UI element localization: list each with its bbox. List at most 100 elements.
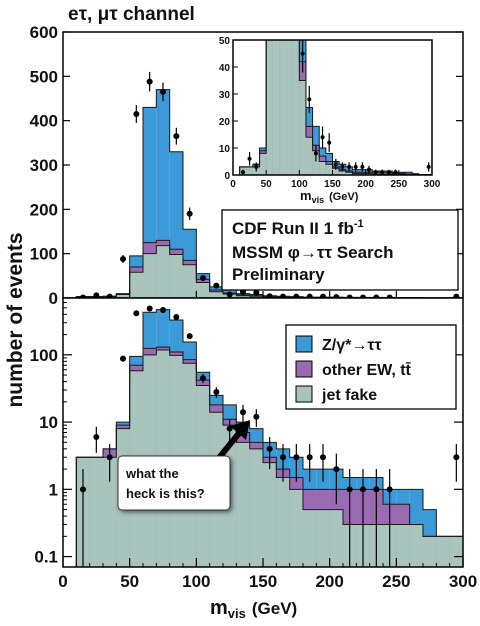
log-data-point: [373, 469, 380, 567]
svg-text:CDF Run II 1 fb-1: CDF Run II 1 fb-1: [232, 218, 364, 238]
inset-y-tick-label: 20: [219, 117, 231, 128]
linear-y-tick-label: 400: [30, 112, 58, 131]
log-x-tick-label: 100: [182, 572, 210, 591]
log-data-point: [93, 426, 100, 453]
legend-swatch-fake: [295, 385, 313, 403]
inset-y-tick-label: 30: [219, 90, 231, 101]
log-x-tick-label: 0: [58, 572, 67, 591]
log-bar-fake: [236, 442, 250, 567]
inset-bar-ztautau: [405, 172, 413, 175]
linear-data-point: [200, 274, 206, 282]
inset-y-tick-label: 50: [219, 36, 231, 47]
log-bar-fake: [303, 509, 317, 567]
inset-bar-fake: [305, 137, 313, 175]
inset-x-axis-label: mvis (GeV): [300, 188, 359, 205]
inset-bar-fake: [339, 170, 346, 175]
linear-data-point: [306, 293, 313, 298]
linear-data-point: [293, 293, 300, 298]
inset-data-point: [373, 169, 378, 175]
log-bar-fake: [449, 536, 463, 567]
inset-y-tick-label: 0: [224, 171, 230, 182]
callout-arrow-head: [230, 420, 250, 440]
log-data-point: [226, 419, 233, 443]
linear-bar-fake: [169, 254, 183, 298]
inset-data-point: [366, 165, 371, 174]
inset-bar-fake: [325, 164, 333, 175]
log-bar-fake: [423, 536, 437, 567]
inset-data-point: [360, 162, 365, 172]
linear-data-point: [106, 293, 113, 298]
log-x-tick-label: 300: [449, 572, 477, 591]
legend: Z/γ*→ττ other EW, tt̄ jet fake: [285, 324, 457, 410]
log-bar-fake: [316, 509, 330, 567]
y-axis-label: number of events: [4, 232, 27, 407]
cdf-line1-sup: -1: [354, 218, 364, 230]
inset-bar-fake: [286, 40, 293, 175]
x-axis-label-sub: vis: [228, 606, 246, 621]
inset-data-point: [386, 169, 391, 175]
legend-label-ew: other EW, tt̄: [322, 361, 412, 379]
log-data-point: [173, 314, 180, 321]
inset-data-point: [247, 152, 252, 166]
callout-box: [117, 455, 231, 511]
linear-bar-fake: [129, 272, 143, 298]
inset-bar-fake: [279, 40, 287, 175]
callout: what the heck is this?: [117, 420, 250, 511]
log-bar-fake: [409, 524, 423, 567]
log-y-tick-label: 100: [30, 346, 58, 365]
inset-bar-fake: [246, 166, 253, 175]
inset-bar-fake: [272, 40, 280, 175]
log-data-point: [280, 444, 286, 482]
inset-data-point: [327, 133, 332, 153]
linear-data-point: [453, 293, 460, 298]
log-data-point: [360, 469, 366, 567]
linear-bar-fake: [236, 295, 250, 298]
log-outline-fake: [75, 349, 463, 567]
inset-data-point: [333, 158, 338, 170]
log-bar-fake: [103, 457, 117, 567]
log-panel: 0.1 1 10 100 0 50 100 150 200 250 300: [30, 297, 477, 591]
log-bar-fake: [89, 457, 103, 567]
cdf-info-box: CDF Run II 1 fb-1 MSSM φ→ττ Search Preli…: [221, 209, 459, 291]
linear-data-point: [120, 254, 126, 263]
inset-x-tick-label: 250: [390, 179, 407, 190]
log-bar-fake: [276, 477, 290, 567]
inset-data-point: [380, 169, 385, 175]
log-outline-ztautau: [75, 309, 463, 567]
log-data-point: [160, 306, 166, 313]
inset-y-tick-label: 10: [219, 144, 231, 155]
callout-line2: heck is this?: [126, 486, 205, 501]
linear-data-point: [186, 207, 193, 220]
inset-data-point: [426, 162, 431, 172]
linear-bar-fake: [249, 296, 263, 298]
log-data-point: [346, 469, 353, 567]
inset-data-point: [393, 169, 398, 175]
log-x-tick-label: 50: [120, 572, 139, 591]
log-y-tick-label: 0.1: [34, 548, 58, 567]
legend-swatch-ew: [295, 360, 313, 378]
inset-data-point: [347, 162, 352, 172]
linear-y-tick-label: 100: [30, 245, 58, 264]
log-data-point: [386, 469, 393, 567]
inset-bar-fake: [259, 153, 267, 175]
inset-bar-fake: [319, 161, 326, 175]
linear-data-point: [280, 293, 286, 298]
linear-y-tick-label: 500: [30, 67, 58, 86]
log-data-point: [133, 310, 140, 317]
inset-data-point: [254, 162, 259, 172]
inset-outline-fake: [239, 40, 432, 175]
linear-data-point: [173, 127, 180, 145]
linear-data-point: [146, 71, 153, 92]
inset-bar-fake: [299, 80, 306, 175]
inset-x-tick-label: 100: [291, 179, 308, 190]
log-data-point: [146, 305, 153, 312]
log-data-point: [106, 444, 113, 482]
callout-line1: what the: [125, 466, 179, 481]
linear-data-point: [213, 282, 220, 289]
inset-bar-fake: [266, 40, 273, 175]
log-data-point: [453, 444, 460, 482]
linear-y-tick-label: 0: [49, 289, 58, 308]
linear-data-point: [160, 82, 166, 102]
linear-bar-fake: [116, 294, 130, 298]
log-data-point: [240, 404, 246, 423]
